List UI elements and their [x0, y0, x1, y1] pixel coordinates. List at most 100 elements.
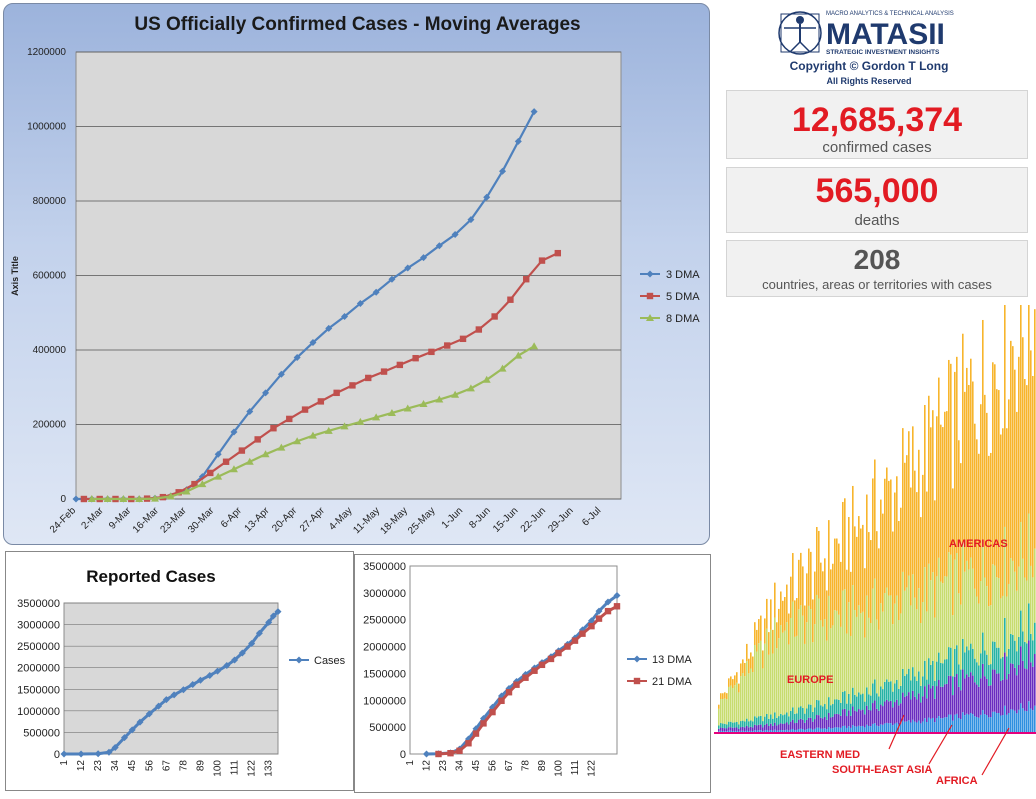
- bar-segment: [1022, 337, 1024, 559]
- bar-segment: [862, 611, 864, 694]
- bar-segment: [796, 598, 798, 636]
- y-axis-title: Axis Title: [10, 256, 20, 296]
- bar-segment: [824, 704, 826, 717]
- bar-segment: [764, 618, 766, 644]
- bar-segment: [1026, 385, 1028, 581]
- bar-segment: [880, 686, 882, 705]
- bar-segment: [744, 721, 746, 728]
- data-point: [286, 415, 293, 423]
- bar-segment: [816, 594, 818, 700]
- data-point: [341, 312, 349, 320]
- bar-segment: [886, 587, 888, 680]
- bar-segment: [1014, 710, 1016, 733]
- bar-segment: [848, 602, 850, 694]
- bar-segment: [736, 730, 738, 733]
- bar-segment: [800, 706, 802, 719]
- data-point: [135, 495, 144, 502]
- bar-segment: [826, 640, 828, 710]
- bar-segment: [732, 727, 734, 731]
- data-point: [230, 428, 238, 436]
- bar-segment: [734, 722, 736, 728]
- bar-segment: [1020, 522, 1022, 611]
- y-tick-label: 0: [54, 749, 60, 761]
- bar-segment: [948, 675, 950, 715]
- bar-segment: [806, 729, 808, 733]
- bar-segment: [774, 712, 776, 723]
- bar-segment: [984, 394, 986, 578]
- bar-segment: [1030, 633, 1032, 663]
- bar-segment: [756, 717, 758, 726]
- bar-segment: [908, 692, 910, 721]
- bar-segment: [932, 572, 934, 661]
- bar-segment: [844, 691, 846, 709]
- y-tick-label: 1000000: [17, 706, 60, 718]
- bar-segment: [968, 714, 970, 733]
- y-tick-label: 3500000: [363, 561, 406, 573]
- bar-segment: [970, 672, 972, 714]
- bar-segment: [776, 725, 778, 731]
- bar-segment: [1028, 513, 1030, 604]
- bar-segment: [886, 679, 888, 700]
- bar-segment: [1012, 709, 1014, 733]
- bar-segment: [964, 678, 966, 716]
- plot-area: [63, 602, 279, 755]
- bar-segment: [926, 611, 928, 680]
- bar-segment: [988, 717, 990, 733]
- bar-segment: [918, 720, 920, 733]
- bar-segment: [820, 562, 822, 621]
- bar-segment: [742, 673, 744, 721]
- bar-segment: [992, 362, 994, 565]
- reported-cases-chart: 0 500000 1000000 1500000 2000000 2500000 30000…: [17, 567, 346, 777]
- bar-segment: [920, 723, 922, 733]
- bar-segment: [798, 719, 800, 729]
- bar-segment: [720, 699, 722, 724]
- bar-segment: [1026, 643, 1028, 670]
- bar-segment: [998, 578, 1000, 648]
- bar-segment: [762, 721, 764, 728]
- confirmed-cases-box: 12,685,374 confirmed cases: [726, 90, 1028, 159]
- data-point: [333, 389, 340, 397]
- bar-segment: [890, 681, 892, 701]
- region-label-south-east-asia: SOUTH-EAST ASIA: [832, 764, 932, 776]
- data-point: [538, 257, 546, 264]
- bar-segment: [724, 728, 726, 732]
- bar-segment: [876, 619, 878, 694]
- bar-segment: [882, 706, 884, 725]
- bar-segment: [968, 385, 970, 570]
- bar-segment: [914, 676, 916, 697]
- bar-segment: [750, 720, 752, 727]
- bar-segment: [978, 665, 980, 687]
- bar-segment: [796, 729, 798, 733]
- bar-segment: [950, 714, 952, 733]
- data-point: [128, 726, 136, 734]
- data-point: [262, 389, 270, 397]
- bar-segment: [1002, 679, 1004, 716]
- bar-segment: [838, 714, 840, 728]
- bar-segment: [886, 467, 888, 588]
- bar-segment: [1026, 669, 1028, 712]
- bar-segment: [726, 693, 728, 700]
- bar-segment: [1014, 667, 1016, 711]
- bar-segment: [1006, 714, 1008, 733]
- bar-segment: [862, 709, 864, 726]
- bar-segment: [728, 727, 730, 731]
- bar-segment: [830, 728, 832, 733]
- data-point: [465, 740, 472, 747]
- pointer-line: [981, 727, 1010, 776]
- bar-segment: [818, 715, 820, 728]
- bar-segment: [1022, 558, 1024, 632]
- bar-segment: [764, 643, 766, 717]
- bar-segment: [840, 626, 842, 703]
- data-point: [465, 735, 472, 743]
- bar-segment: [980, 653, 982, 679]
- bar-segment: [966, 674, 968, 714]
- data-point: [530, 108, 538, 116]
- bar-segment: [778, 608, 780, 639]
- bar-segment: [840, 561, 842, 627]
- bar-segment: [862, 524, 864, 612]
- bar-segment: [718, 708, 720, 726]
- bar-segment: [766, 729, 768, 733]
- bar-segment: [968, 676, 970, 715]
- bar-segment: [736, 722, 738, 728]
- bar-segment: [766, 628, 768, 714]
